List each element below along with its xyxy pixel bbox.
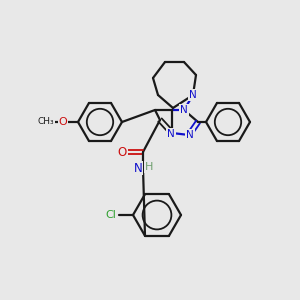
Text: N: N — [180, 105, 188, 115]
Text: N: N — [167, 129, 175, 139]
Text: H: H — [145, 162, 153, 172]
Text: N: N — [189, 90, 197, 100]
Text: Cl: Cl — [106, 210, 116, 220]
Text: O: O — [58, 117, 68, 127]
Text: N: N — [134, 161, 142, 175]
Text: N: N — [186, 130, 194, 140]
Text: O: O — [117, 146, 127, 158]
Text: CH₃: CH₃ — [38, 118, 54, 127]
